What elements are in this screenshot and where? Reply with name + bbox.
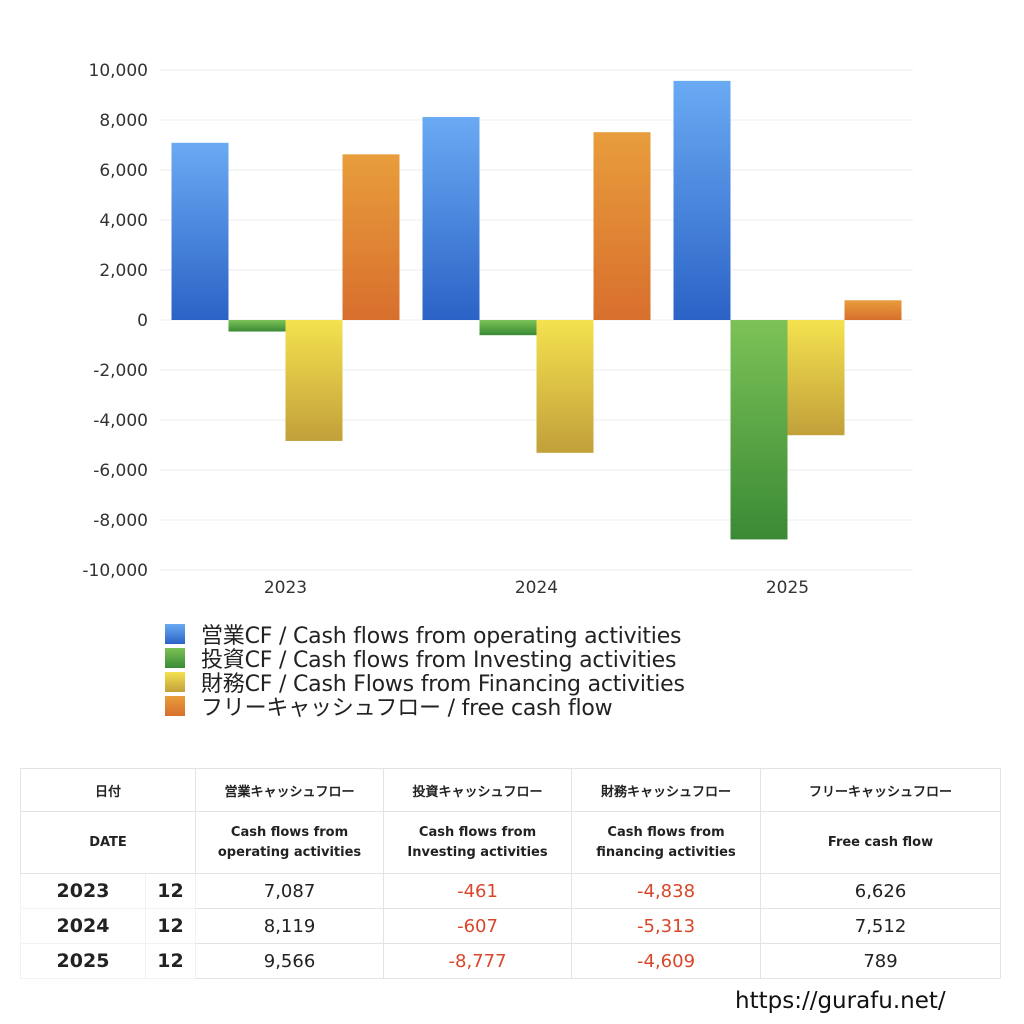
y-tick-label: -2,000 bbox=[93, 361, 148, 381]
bar-2024-series-0 bbox=[422, 117, 480, 321]
cash-flow-bar-chart: 10,000 8,000 6,000 4,000 2,000 0 -2,000 -4,000 -… bbox=[82, 61, 913, 598]
row-year: 2024 bbox=[20, 908, 146, 944]
header-free-jp: フリーキャッシュフロー bbox=[760, 768, 1002, 812]
bar-2023-series-3 bbox=[342, 154, 400, 320]
row-financing: -5,313 bbox=[571, 908, 762, 944]
row-financing: -4,609 bbox=[571, 943, 762, 979]
legend-item-operating: 営業CF / Cash flows from operating activit… bbox=[165, 622, 685, 649]
legend-swatch-operating bbox=[165, 624, 185, 644]
bar-2025-series-0 bbox=[673, 80, 731, 320]
x-tick-label: 2025 bbox=[766, 578, 809, 598]
bar-2024-series-1 bbox=[479, 320, 537, 336]
row-investing: -8,777 bbox=[383, 943, 573, 979]
legend-swatch-investing bbox=[165, 648, 185, 668]
row-operating: 9,566 bbox=[195, 943, 385, 979]
legend-label-free: フリーキャッシュフロー / free cash flow bbox=[201, 696, 613, 721]
row-financing: -4,838 bbox=[571, 873, 762, 909]
table-row: 2025 12 9,566 -8,777 -4,609 789 bbox=[20, 943, 1002, 979]
row-operating: 8,119 bbox=[195, 908, 385, 944]
row-free: 6,626 bbox=[760, 873, 1002, 909]
y-tick-label: 2,000 bbox=[99, 261, 148, 281]
table-row: 2024 12 8,119 -607 -5,313 7,512 bbox=[20, 908, 1002, 944]
y-tick-label: -4,000 bbox=[93, 411, 148, 431]
legend-item-investing: 投資CF / Cash flows from Investing activit… bbox=[165, 646, 685, 673]
row-year: 2023 bbox=[20, 873, 146, 909]
legend-item-free: フリーキャッシュフロー / free cash flow bbox=[165, 694, 685, 721]
table-header-en: DATE Cash flows from operating activities… bbox=[19, 811, 1002, 874]
bar-2025-series-3 bbox=[844, 300, 902, 320]
bar-2024-series-2 bbox=[536, 320, 594, 453]
header-date-en: DATE bbox=[19, 811, 197, 874]
row-month: 12 bbox=[144, 873, 197, 909]
y-tick-label: 8,000 bbox=[99, 111, 148, 131]
row-operating: 7,087 bbox=[195, 873, 385, 909]
header-investing-en: Cash flows from Investing activities bbox=[383, 811, 573, 874]
bar-2025-series-2 bbox=[787, 320, 845, 436]
header-date-jp: 日付 bbox=[19, 768, 197, 812]
header-financing-jp: 財務キャッシュフロー bbox=[571, 768, 762, 812]
legend-swatch-free bbox=[165, 696, 185, 716]
y-tick-label: 0 bbox=[137, 311, 148, 331]
header-free-en: Free cash flow bbox=[760, 811, 1002, 874]
legend-label-financing: 財務CF / Cash Flows from Financing activit… bbox=[201, 672, 685, 697]
legend-label-investing: 投資CF / Cash flows from Investing activit… bbox=[201, 648, 677, 673]
legend-swatch-financing bbox=[165, 672, 185, 692]
header-financing-en: Cash flows from financing activities bbox=[571, 811, 762, 874]
row-year: 2025 bbox=[20, 943, 146, 979]
row-investing: -607 bbox=[383, 908, 573, 944]
row-free: 789 bbox=[760, 943, 1002, 979]
header-investing-jp: 投資キャッシュフロー bbox=[383, 768, 573, 812]
cash-flow-table: 日付 営業キャッシュフロー 投資キャッシュフロー 財務キャッシュフロー フリーキ… bbox=[19, 768, 1002, 979]
row-month: 12 bbox=[144, 943, 197, 979]
bar-2025-series-1 bbox=[730, 320, 788, 540]
table-header-jp: 日付 営業キャッシュフロー 投資キャッシュフロー 財務キャッシュフロー フリーキ… bbox=[19, 768, 1002, 812]
y-tick-label: -10,000 bbox=[82, 561, 148, 581]
header-operating-jp: 営業キャッシュフロー bbox=[195, 768, 385, 812]
y-tick-label: 10,000 bbox=[89, 61, 148, 81]
row-free: 7,512 bbox=[760, 908, 1002, 944]
y-tick-label: 6,000 bbox=[99, 161, 148, 181]
legend-item-financing: 財務CF / Cash Flows from Financing activit… bbox=[165, 670, 685, 697]
x-tick-label: 2023 bbox=[264, 578, 307, 598]
bar-2023-series-0 bbox=[171, 142, 229, 320]
y-tick-label: 4,000 bbox=[99, 211, 148, 231]
header-operating-en: Cash flows from operating activities bbox=[195, 811, 385, 874]
row-investing: -461 bbox=[383, 873, 573, 909]
site-url[interactable]: https://gurafu.net/ bbox=[735, 988, 946, 1014]
row-month: 12 bbox=[144, 908, 197, 944]
y-tick-label: -8,000 bbox=[93, 511, 148, 531]
bar-2023-series-1 bbox=[228, 320, 286, 332]
bar-2024-series-3 bbox=[593, 132, 651, 320]
bar-2023-series-2 bbox=[285, 320, 343, 441]
table-row: 2023 12 7,087 -461 -4,838 6,626 bbox=[20, 873, 1002, 909]
y-tick-label: -6,000 bbox=[93, 461, 148, 481]
chart-legend: 営業CF / Cash flows from operating activit… bbox=[165, 622, 685, 721]
legend-label-operating: 営業CF / Cash flows from operating activit… bbox=[201, 624, 682, 649]
x-tick-label: 2024 bbox=[515, 578, 558, 598]
